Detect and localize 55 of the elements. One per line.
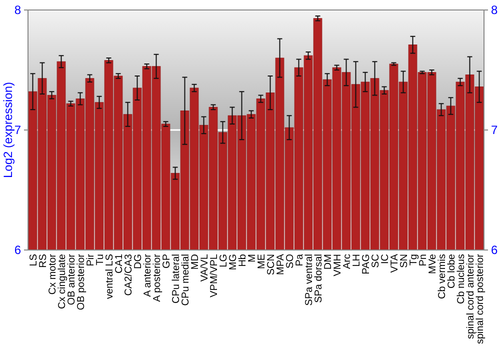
y-tick-label: 8 [14, 2, 22, 17]
x-tick-label: VPM/VPL [208, 254, 220, 298]
x-tick-label: Pir [85, 253, 96, 266]
x-tick-label: Hb [237, 254, 248, 267]
x-tick-label: LG [218, 254, 230, 268]
x-tick-label: spinal cord anterior [465, 253, 476, 340]
x-tick-label: ventral LS [104, 254, 116, 300]
x-tick-label: SO [284, 254, 296, 268]
x-tick-label: A anterior [142, 253, 154, 297]
x-tick-label: ME [256, 254, 268, 269]
x-tick-label: MVe [427, 254, 438, 274]
x-tick-label: SN [398, 254, 410, 268]
x-tick-label: VTA [389, 254, 400, 273]
x-tick-label: LS [28, 254, 40, 266]
x-tick-label: SCN [266, 254, 277, 276]
x-tick-label: Cx motor [47, 253, 58, 295]
x-tick-label: Cb lobe [446, 254, 458, 288]
x-tick-label: CPu medial [180, 254, 192, 306]
x-tick-label: VMH [332, 254, 344, 276]
x-tick-label: M [246, 254, 258, 262]
x-tick-label: CA2/CA3 [123, 254, 134, 296]
x-tick-label: MD [190, 254, 201, 270]
x-tick-label: Tg [408, 254, 420, 266]
x-tick-label: OB posterior [76, 253, 87, 310]
x-tick-label: CA1 [114, 254, 125, 274]
x-tick-label: RS [38, 254, 49, 268]
x-tick-label: spinal cord posterior [474, 253, 486, 344]
y2-tick-label: 6 [491, 242, 498, 257]
x-tick-label: OB anterior [66, 253, 78, 306]
x-tick-label: Cx cingulate [56, 254, 68, 310]
y2-tick-label: 7 [491, 122, 498, 137]
y-tick-label: 6 [14, 242, 22, 257]
x-tick-label: DM [322, 254, 334, 270]
x-tick-label: IC [380, 254, 391, 264]
x-tick-label: SPa ventral [304, 254, 315, 306]
y2-tick-label: 8 [491, 2, 498, 17]
x-tick-label: LH [351, 254, 362, 267]
y-tick-label: 7 [14, 122, 22, 137]
x-tick-label: VA/VL [199, 254, 210, 282]
x-tick-label: Cb nucleus [456, 254, 467, 304]
x-tick-label: Cb vermis [436, 254, 448, 300]
x-tick-label: Tu [94, 254, 106, 266]
x-tick-label: MPA [275, 254, 286, 275]
x-tick-label: DG [132, 254, 144, 269]
x-tick-label: Pn [418, 254, 429, 266]
x-tick-label: CPu lateral [170, 254, 182, 304]
x-tick-label: Pa [294, 254, 306, 266]
y-axis-title: Log2 (expression) [1, 82, 15, 178]
x-tick-label: A posterior [152, 253, 163, 302]
x-tick-label: SPa dorsal [313, 254, 324, 303]
x-tick-label: GP [161, 254, 172, 268]
x-tick-label: SC [370, 254, 382, 268]
x-tick-label: PAG [360, 254, 372, 274]
x-tick-label: Arc [342, 254, 353, 269]
x-tick-label: MG [228, 254, 239, 270]
